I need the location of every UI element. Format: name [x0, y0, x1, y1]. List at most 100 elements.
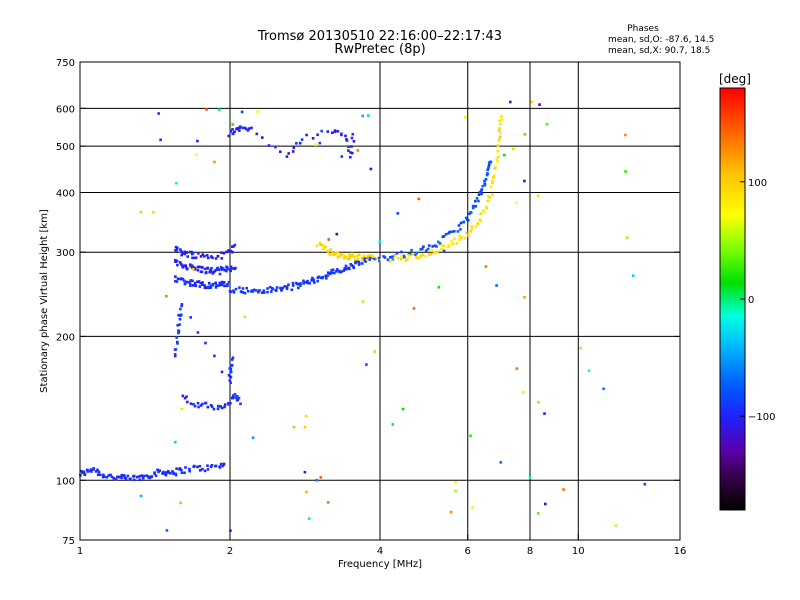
data-point — [459, 228, 462, 231]
data-point — [318, 141, 322, 145]
data-point — [464, 115, 467, 119]
data-point — [220, 283, 224, 287]
data-point — [419, 248, 422, 251]
data-point — [234, 396, 237, 399]
data-point — [239, 402, 242, 406]
data-point — [171, 470, 174, 473]
data-point — [515, 201, 518, 204]
data-point — [389, 256, 392, 259]
data-point — [229, 375, 232, 379]
data-point — [371, 255, 375, 258]
data-point — [482, 210, 486, 214]
data-point — [175, 280, 179, 283]
data-point — [176, 246, 179, 250]
data-point — [292, 425, 296, 429]
data-point — [180, 253, 183, 257]
chart-subtitle: RwPretec (8p) — [334, 42, 425, 57]
chart-title: Tromsø 20130510 22:16:00–22:17:43 — [257, 29, 502, 44]
data-point — [291, 281, 295, 285]
data-point — [462, 220, 466, 224]
data-point — [175, 259, 179, 263]
data-point — [326, 130, 330, 133]
data-point — [421, 247, 424, 251]
data-point — [319, 276, 323, 280]
x-tick-label: 4 — [377, 546, 383, 557]
data-point — [110, 475, 114, 479]
colorbar-tick-label: 0 — [748, 295, 754, 306]
data-point — [128, 478, 132, 481]
data-point — [486, 168, 489, 171]
data-point — [487, 161, 491, 164]
data-point — [231, 250, 234, 254]
data-point — [403, 255, 406, 259]
data-point — [388, 260, 392, 263]
data-point — [464, 216, 468, 220]
data-point — [184, 466, 187, 469]
data-point — [180, 250, 183, 253]
data-point — [201, 402, 204, 406]
data-point — [193, 404, 197, 408]
data-point — [120, 473, 123, 477]
data-point — [189, 284, 192, 287]
data-point — [325, 277, 328, 280]
data-point — [206, 285, 210, 289]
data-point — [496, 149, 499, 153]
data-point — [261, 136, 264, 139]
x-tick-label: 6 — [465, 546, 471, 557]
data-point — [172, 471, 175, 475]
data-point — [498, 135, 502, 138]
data-point — [268, 285, 272, 289]
data-point — [205, 271, 208, 274]
data-point — [290, 288, 294, 292]
data-point — [391, 255, 394, 259]
phases-heading: Phases — [627, 24, 659, 34]
data-point — [124, 477, 128, 480]
data-point — [220, 280, 224, 284]
data-point — [169, 472, 172, 475]
data-point — [197, 405, 200, 409]
data-point — [192, 265, 195, 269]
data-point — [311, 137, 315, 140]
data-point — [214, 281, 217, 285]
data-point — [233, 130, 236, 133]
y-axis-label: Stationary phase Virtual Height [km] — [39, 209, 50, 393]
data-point — [483, 179, 486, 183]
data-point — [227, 374, 231, 377]
y-tick-label: 300 — [56, 248, 75, 259]
data-point — [465, 231, 468, 235]
y-tick-label: 600 — [56, 104, 75, 115]
data-point — [180, 277, 184, 281]
data-point — [319, 243, 322, 246]
data-point — [246, 289, 250, 293]
data-point — [226, 267, 229, 271]
data-point — [496, 144, 500, 147]
data-point — [196, 280, 199, 284]
data-point — [117, 475, 120, 479]
data-point — [407, 252, 411, 255]
data-point — [361, 262, 364, 265]
data-point — [530, 100, 534, 104]
data-point — [91, 468, 95, 471]
data-point — [199, 404, 203, 407]
data-point — [201, 253, 205, 256]
data-point — [401, 407, 405, 411]
data-point — [189, 265, 192, 268]
data-point — [255, 289, 258, 292]
data-point — [433, 244, 437, 247]
data-point — [365, 363, 368, 366]
data-point — [203, 469, 207, 473]
data-point — [480, 188, 484, 191]
data-point — [614, 524, 618, 527]
data-point — [487, 195, 490, 198]
data-point — [165, 294, 168, 298]
data-point — [545, 122, 549, 126]
data-point — [229, 529, 232, 532]
data-point — [287, 152, 290, 155]
data-point — [377, 256, 381, 260]
data-point — [204, 286, 208, 289]
data-point — [315, 478, 318, 482]
data-point — [176, 324, 179, 327]
data-point — [488, 196, 492, 199]
data-point — [340, 270, 343, 273]
